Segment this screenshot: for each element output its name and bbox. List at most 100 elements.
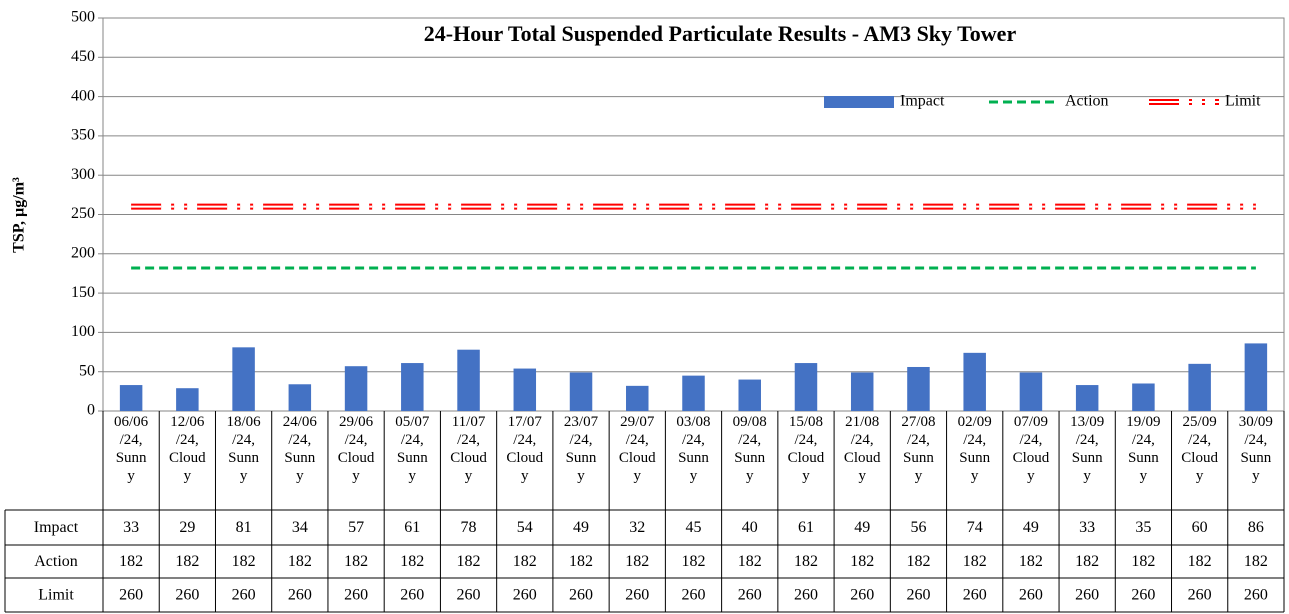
bar — [794, 363, 818, 411]
table-cell: 35 — [1135, 519, 1151, 536]
table-cell: 182 — [1131, 553, 1155, 570]
table-cell: 182 — [1019, 553, 1043, 570]
table-cell: 260 — [1131, 587, 1155, 604]
table-cell: 260 — [850, 587, 874, 604]
legend-label: Limit — [1225, 93, 1261, 110]
legend-label: Impact — [900, 93, 945, 110]
table-cell: 182 — [1188, 553, 1212, 570]
table-cell: 182 — [1244, 553, 1268, 570]
x-tick-label: 12/06/24, Cloudy — [169, 414, 206, 484]
y-tick-label: 50 — [79, 362, 95, 379]
x-tick-label: 30/09/24, Sunny — [1238, 414, 1273, 484]
y-tick-label: 200 — [71, 244, 95, 261]
table-cell: 182 — [738, 553, 762, 570]
x-tick-label-box: 05/07/24, Sunny — [395, 414, 430, 484]
table-row-header: Impact — [34, 519, 79, 536]
legend-label: Action — [1065, 93, 1109, 110]
x-tick-label-box: 23/07/24, Sunny — [564, 414, 598, 484]
table-cell: 182 — [457, 553, 481, 570]
table-cell: 182 — [906, 553, 930, 570]
table-cell: 260 — [906, 587, 930, 604]
table-cell: 86 — [1248, 519, 1264, 536]
y-tick-label: 250 — [71, 205, 95, 222]
x-tick-label-box: 13/09/24, Sunny — [1070, 414, 1104, 484]
x-tick-label-box: 15/08/24, Cloudy — [787, 414, 825, 484]
bar — [738, 379, 761, 411]
x-tick-label-box: 29/07/24, Cloudy — [619, 414, 656, 484]
bar — [344, 366, 368, 411]
x-tick-label-box: 06/06/24, Sunny — [114, 414, 149, 484]
table-cell: 60 — [1192, 519, 1208, 536]
x-tick-label: 18/06/24, Sunny — [226, 414, 261, 484]
table-cell: 260 — [400, 587, 424, 604]
table-cell: 260 — [175, 587, 199, 604]
x-tick-label-box: 12/06/24, Cloudy — [169, 414, 206, 484]
table-cell: 56 — [910, 519, 926, 536]
table-cell: 260 — [288, 587, 312, 604]
table-cell: 57 — [348, 519, 364, 536]
bar — [569, 372, 593, 411]
legend-key — [824, 96, 894, 108]
table-cell: 182 — [625, 553, 649, 570]
x-tick-label: 21/08/24, Cloudy — [843, 414, 881, 484]
table-cell: 61 — [798, 519, 814, 536]
table-cell: 29 — [179, 519, 195, 536]
bar — [907, 366, 930, 411]
y-tick-label: 450 — [71, 48, 95, 65]
table-cell: 49 — [1023, 519, 1039, 536]
bar — [626, 385, 649, 411]
table-cell: 260 — [457, 587, 481, 604]
table-row-header: Limit — [38, 587, 74, 604]
table-cell: 260 — [1188, 587, 1212, 604]
table-cell: 260 — [569, 587, 593, 604]
bar — [513, 368, 537, 411]
x-tick-label-box: 07/09/24, Cloudy — [1012, 414, 1050, 484]
y-tick-label: 150 — [71, 284, 95, 301]
x-tick-label-box: 09/08/24, Sunny — [733, 414, 767, 484]
table-cell: 260 — [232, 587, 256, 604]
bar — [1132, 383, 1155, 411]
table-cell: 182 — [682, 553, 706, 570]
x-tick-label: 07/09/24, Cloudy — [1012, 414, 1050, 484]
y-axis-label: TSP, µg/m³ — [11, 177, 28, 253]
table-cell: 260 — [1075, 587, 1099, 604]
x-tick-label: 05/07/24, Sunny — [395, 414, 430, 484]
x-tick-label: 19/09/24, Sunny — [1126, 414, 1161, 484]
table-cell: 40 — [742, 519, 758, 536]
table-cell: 182 — [400, 553, 424, 570]
x-tick-label-box: 11/07/24, Cloudy — [450, 414, 487, 484]
table-cell: 182 — [569, 553, 593, 570]
x-tick-label: 27/08/24, Sunny — [901, 414, 936, 484]
x-tick-label-box: 19/09/24, Sunny — [1126, 414, 1161, 484]
table-cell: 260 — [513, 587, 537, 604]
table-cell: 182 — [175, 553, 199, 570]
x-tick-label: 06/06/24, Sunny — [114, 414, 149, 484]
table-cell: 260 — [963, 587, 987, 604]
table-cell: 61 — [404, 519, 420, 536]
y-tick-label: 350 — [71, 127, 95, 144]
bar — [288, 384, 312, 411]
x-tick-label: 02/09/24, Sunny — [957, 414, 992, 484]
x-tick-label: 29/06/24, Cloudy — [337, 414, 375, 484]
table-cell: 182 — [963, 553, 987, 570]
bar — [1075, 385, 1099, 411]
table-cell: 260 — [119, 587, 143, 604]
x-tick-label-box: 21/08/24, Cloudy — [843, 414, 881, 484]
table-cell: 182 — [232, 553, 256, 570]
table-cell: 33 — [1079, 519, 1095, 536]
x-tick-label-box: 24/06/24, Sunny — [283, 414, 317, 484]
bar — [401, 363, 424, 411]
chart-title: 24-Hour Total Suspended Particulate Resu… — [424, 21, 1017, 46]
x-tick-label: 15/08/24, Cloudy — [787, 414, 825, 484]
table-cell: 74 — [967, 519, 983, 536]
bar — [1019, 372, 1043, 411]
table-cell: 78 — [461, 519, 477, 536]
table-cell: 260 — [794, 587, 818, 604]
table-cell: 54 — [517, 519, 533, 536]
x-tick-label-box: 02/09/24, Sunny — [957, 414, 992, 484]
table-cell: 182 — [513, 553, 537, 570]
bar — [682, 375, 705, 411]
table-row-header: Action — [34, 553, 78, 570]
